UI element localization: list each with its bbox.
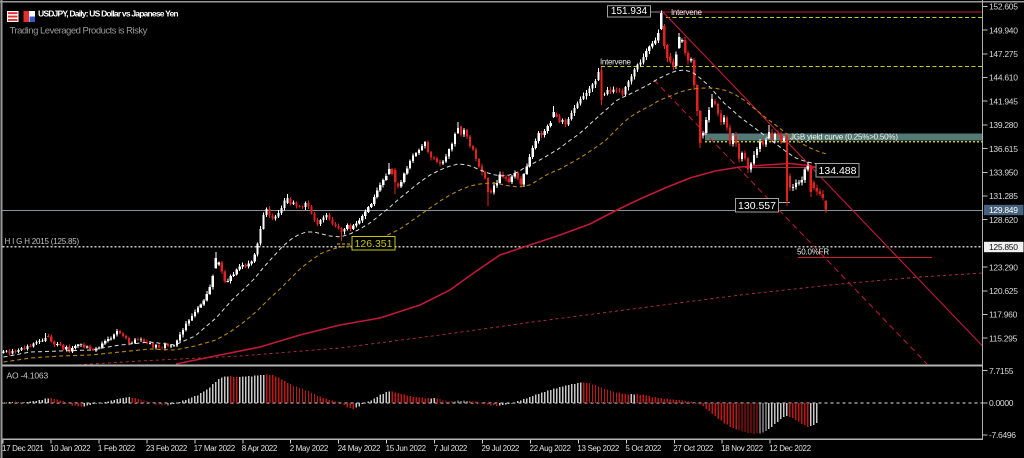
svg-text:2 May 2022: 2 May 2022 — [290, 444, 329, 453]
svg-text:120.625: 120.625 — [989, 286, 1018, 296]
svg-text:10 Jan 2022: 10 Jan 2022 — [50, 444, 91, 453]
svg-text:115.295: 115.295 — [989, 333, 1018, 343]
svg-text:24 May 2022: 24 May 2022 — [338, 444, 381, 453]
svg-text:0.0000: 0.0000 — [989, 398, 1014, 408]
svg-text:23 Feb 2022: 23 Feb 2022 — [146, 444, 188, 453]
svg-text:1 Feb 2022: 1 Feb 2022 — [98, 444, 136, 453]
svg-text:USDJPY, Daily: US Dollar vs J: USDJPY, Daily: US Dollar vs Japanese Yen — [38, 9, 178, 19]
svg-text:-7.6496: -7.6496 — [989, 430, 1016, 440]
svg-text:5 Oct 2022: 5 Oct 2022 — [625, 444, 662, 453]
svg-text:22 Aug 2022: 22 Aug 2022 — [530, 444, 572, 453]
svg-text:130.557: 130.557 — [738, 200, 776, 212]
svg-text:13 Sep 2022: 13 Sep 2022 — [577, 444, 619, 453]
svg-text:151.934: 151.934 — [611, 6, 648, 17]
svg-text:139.280: 139.280 — [989, 120, 1018, 130]
svg-text:136.615: 136.615 — [989, 144, 1018, 154]
svg-text:147.275: 147.275 — [989, 49, 1018, 59]
svg-text:126.351: 126.351 — [355, 238, 393, 250]
svg-text:17 Mar 2022: 17 Mar 2022 — [194, 444, 236, 453]
svg-text:29 Jul 2022: 29 Jul 2022 — [482, 444, 520, 453]
svg-text:AO -4.1063: AO -4.1063 — [7, 371, 49, 381]
svg-text:125.850: 125.850 — [989, 242, 1018, 252]
svg-text:17 Dec 2021: 17 Dec 2021 — [2, 444, 44, 453]
svg-text:8 Apr 2022: 8 Apr 2022 — [242, 444, 278, 453]
svg-text:123.290: 123.290 — [989, 262, 1018, 272]
svg-text:Intervene: Intervene — [600, 58, 632, 67]
svg-text:128.620: 128.620 — [989, 215, 1018, 225]
svg-text:7.7155: 7.7155 — [989, 366, 1014, 376]
svg-text:H I G H 2015 (125.85): H I G H 2015 (125.85) — [5, 237, 80, 246]
svg-text:JGB yield curve (0.25%>0.50%): JGB yield curve (0.25%>0.50%) — [790, 133, 898, 142]
svg-text:144.610: 144.610 — [989, 73, 1018, 83]
svg-text:141.945: 141.945 — [989, 96, 1018, 106]
svg-text:134.488: 134.488 — [819, 165, 857, 177]
svg-text:7 Jul 2022: 7 Jul 2022 — [434, 444, 468, 453]
svg-text:149.940: 149.940 — [989, 25, 1018, 35]
svg-text:152.605: 152.605 — [989, 2, 1018, 12]
svg-text:117.960: 117.960 — [989, 310, 1018, 320]
svg-text:133.950: 133.950 — [989, 168, 1018, 178]
svg-text:129.849: 129.849 — [989, 205, 1018, 215]
svg-text:Trading Leveraged Products is: Trading Leveraged Products is Risky — [10, 26, 148, 37]
svg-text:12 Dec 2022: 12 Dec 2022 — [769, 444, 811, 453]
svg-text:15 Jun 2022: 15 Jun 2022 — [386, 444, 427, 453]
svg-text:18 Nov 2022: 18 Nov 2022 — [721, 444, 763, 453]
svg-text:Intervene: Intervene — [671, 8, 703, 17]
svg-text:131.285: 131.285 — [989, 191, 1018, 201]
svg-text:50.0%FR: 50.0%FR — [797, 248, 829, 257]
svg-text:27 Oct 2022: 27 Oct 2022 — [673, 444, 714, 453]
